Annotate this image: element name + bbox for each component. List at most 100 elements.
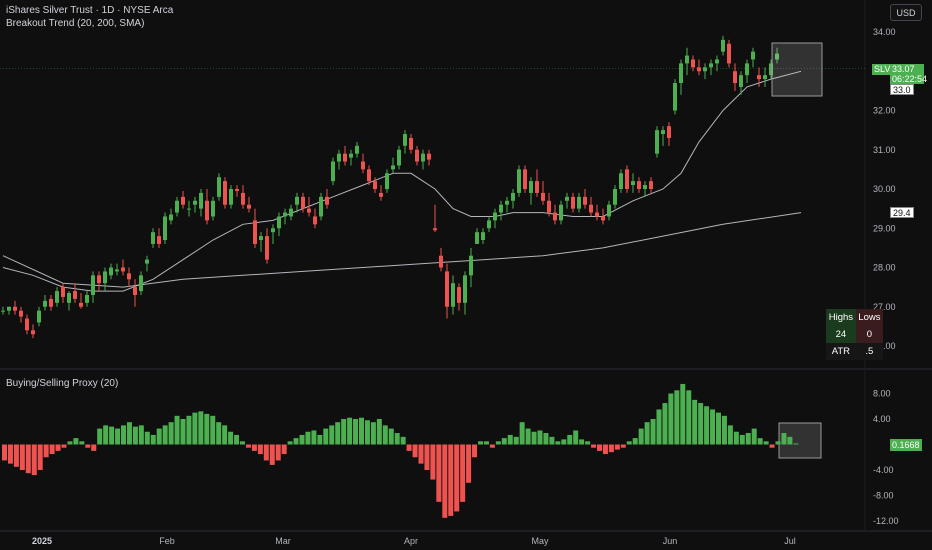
candle-body [751, 51, 755, 60]
price-tick-label: 27.00 [873, 302, 896, 312]
candle-body [295, 196, 299, 205]
proxy-bar [716, 412, 721, 445]
proxy-bar [787, 436, 793, 445]
proxy-bar [73, 438, 79, 445]
currency-button[interactable]: USD [890, 4, 922, 21]
proxy-bar [436, 444, 442, 502]
candle-body [127, 273, 131, 280]
candle-body [541, 192, 545, 201]
candle-body [631, 181, 635, 186]
sma200-line [2, 212, 802, 288]
countdown: 06:22:54 [892, 74, 928, 84]
proxy-bar [591, 444, 597, 448]
candle-body [31, 330, 35, 335]
proxy-bar [115, 428, 121, 445]
candle-body [277, 216, 281, 229]
proxy-bar [775, 441, 781, 445]
proxy-bar [781, 433, 787, 445]
proxy-bar [85, 444, 91, 448]
proxy-bar [721, 415, 727, 445]
candle-body [757, 75, 761, 80]
proxy-bar [543, 433, 549, 445]
candle-body [301, 196, 305, 209]
proxy-bar [561, 439, 567, 445]
proxy-legend[interactable]: Buying/Selling Proxy (20) [6, 378, 119, 389]
candle-body [241, 192, 245, 205]
proxy-bar [269, 444, 275, 465]
candle-body [667, 126, 671, 138]
candle-body [499, 204, 503, 213]
proxy-histogram [2, 383, 799, 518]
proxy-tick-label: 4.00 [873, 414, 891, 424]
candle-body [223, 181, 227, 205]
candle-body [319, 196, 323, 217]
price-tick-label: 31.00 [873, 145, 896, 155]
proxy-bar [61, 444, 67, 448]
proxy-bar [501, 438, 507, 445]
proxy-bar [2, 444, 7, 461]
candle-body [373, 181, 377, 189]
candle-body [547, 200, 551, 213]
candle-body [337, 153, 341, 162]
proxy-bar [156, 428, 162, 445]
candle-body [43, 300, 47, 307]
proxy-bar [531, 431, 537, 445]
candle-body [409, 137, 413, 150]
proxy-value-tag: 0.1668 [890, 439, 922, 451]
candle-body [97, 275, 101, 284]
proxy-bar [234, 434, 240, 445]
proxy-bar [31, 444, 37, 476]
proxy-bar [174, 415, 180, 445]
proxy-bar [620, 444, 626, 448]
proxy-bar [299, 434, 305, 445]
proxy-bar [638, 428, 644, 445]
candle-body [271, 228, 275, 233]
price-tick-label: 34.00 [873, 27, 896, 37]
atr-label: ATR [826, 343, 856, 360]
proxy-highlight-box [778, 422, 822, 459]
time-axis-label: May [531, 536, 549, 546]
candle-body [703, 67, 707, 72]
candle-body [415, 149, 419, 162]
proxy-bar [329, 425, 335, 445]
candle-body [211, 200, 215, 217]
proxy-bar [406, 444, 412, 451]
proxy-bar [376, 419, 382, 445]
candle-body [763, 75, 767, 80]
proxy-bar [430, 444, 436, 480]
proxy-bar [733, 431, 739, 445]
proxy-bar [460, 444, 466, 502]
proxy-bar [204, 413, 210, 445]
candle-body [361, 161, 365, 170]
candle-body [331, 161, 335, 182]
proxy-bar [478, 441, 483, 445]
proxy-bar [555, 441, 561, 445]
proxy-bar [335, 422, 341, 445]
proxy-bar [132, 426, 138, 445]
candle-body [649, 181, 653, 189]
candle-body [655, 130, 659, 154]
proxy-bar [186, 415, 192, 445]
proxy-bar [25, 444, 31, 474]
candle-body [25, 318, 29, 331]
proxy-bar [483, 441, 489, 445]
proxy-bar [293, 438, 299, 445]
sma20-tag: 33.0 [890, 84, 914, 95]
proxy-bar [192, 412, 198, 445]
proxy-bar [97, 428, 103, 445]
proxy-bar [650, 419, 656, 445]
proxy-bar [585, 441, 591, 445]
proxy-bar [67, 441, 73, 445]
candle-body [769, 63, 773, 76]
indicator-legend[interactable]: Breakout Trend (20, 200, SMA) [6, 18, 145, 29]
candle-body [205, 200, 209, 221]
candle-body [601, 216, 605, 221]
candle-body [199, 192, 203, 209]
candle-body [355, 145, 359, 154]
candle-body [739, 75, 743, 87]
highs-lows-table: Highs Lows 24 0 ATR .5 [826, 309, 883, 360]
proxy-bar [698, 403, 704, 445]
proxy-tick-label: -4.00 [873, 465, 894, 475]
proxy-bar [614, 444, 620, 450]
candle-body [607, 204, 611, 217]
